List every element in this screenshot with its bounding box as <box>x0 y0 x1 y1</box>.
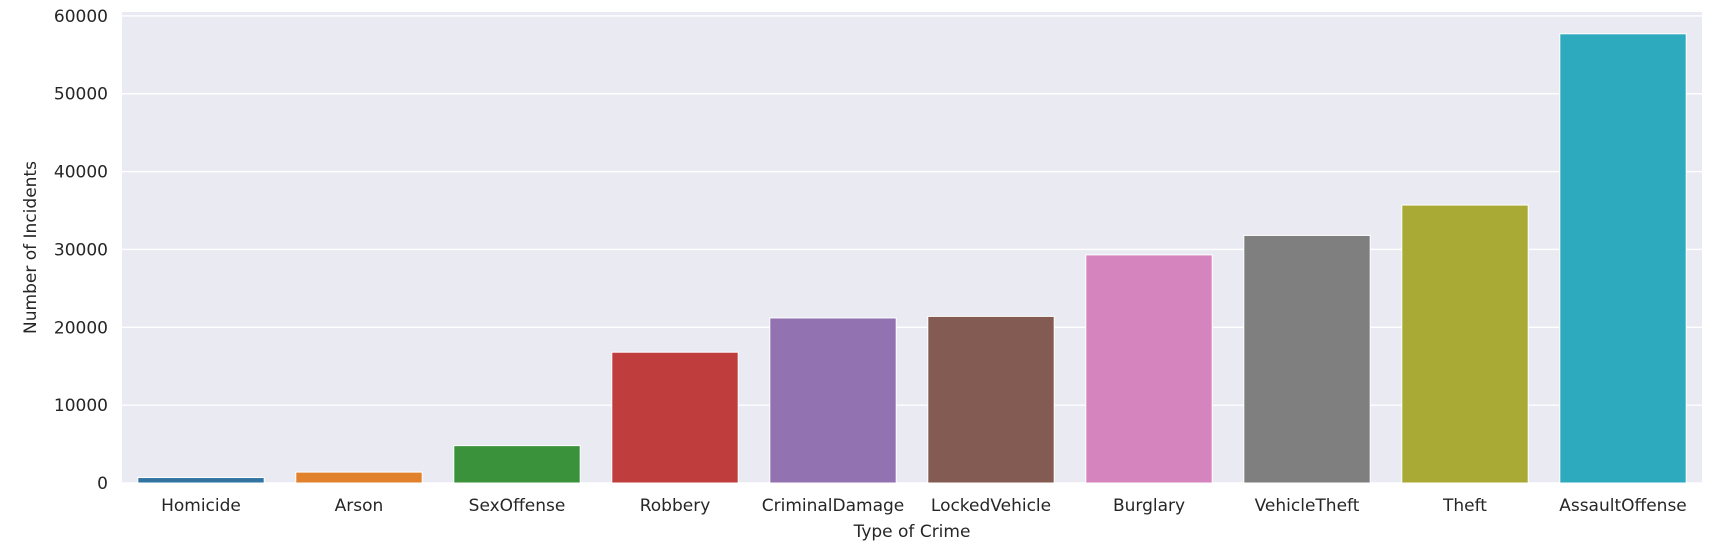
y-tick-label: 30000 <box>54 240 108 260</box>
y-tick-label: 10000 <box>54 396 108 416</box>
x-axis-label: Type of Crime <box>853 522 971 542</box>
x-tick-label: Burglary <box>1113 496 1185 516</box>
bar <box>295 471 423 484</box>
y-axis-ticks: 0 10000 20000 30000 40000 50000 60000 <box>54 7 108 494</box>
bar <box>1559 33 1687 484</box>
x-axis-ticks: Homicide Arson SexOffense Robbery CriminalDa… <box>161 496 1687 516</box>
x-tick-label: VehicleTheft <box>1255 496 1360 516</box>
x-tick-label: Homicide <box>161 496 241 516</box>
bar <box>1401 204 1529 484</box>
bar <box>1243 234 1371 484</box>
x-tick-label: SexOffense <box>469 496 566 516</box>
x-tick-label: Robbery <box>640 496 711 516</box>
y-tick-label: 20000 <box>54 318 108 338</box>
y-tick-label: 0 <box>97 474 108 494</box>
x-tick-label: LockedVehicle <box>931 496 1051 516</box>
bar <box>453 445 581 484</box>
bar <box>611 351 739 484</box>
bar <box>137 477 265 484</box>
y-tick-label: 60000 <box>54 7 108 27</box>
x-tick-label: Theft <box>1442 496 1487 516</box>
x-tick-label: AssaultOffense <box>1559 496 1687 516</box>
bar <box>927 315 1055 484</box>
x-tick-label: CriminalDamage <box>762 496 905 516</box>
bars <box>137 33 1687 484</box>
y-tick-label: 50000 <box>54 85 108 105</box>
bar <box>1085 254 1213 484</box>
y-tick-label: 40000 <box>54 163 108 183</box>
y-axis-label: Number of Incidents <box>21 161 41 334</box>
x-tick-label: Arson <box>335 496 384 516</box>
bar <box>769 317 897 484</box>
